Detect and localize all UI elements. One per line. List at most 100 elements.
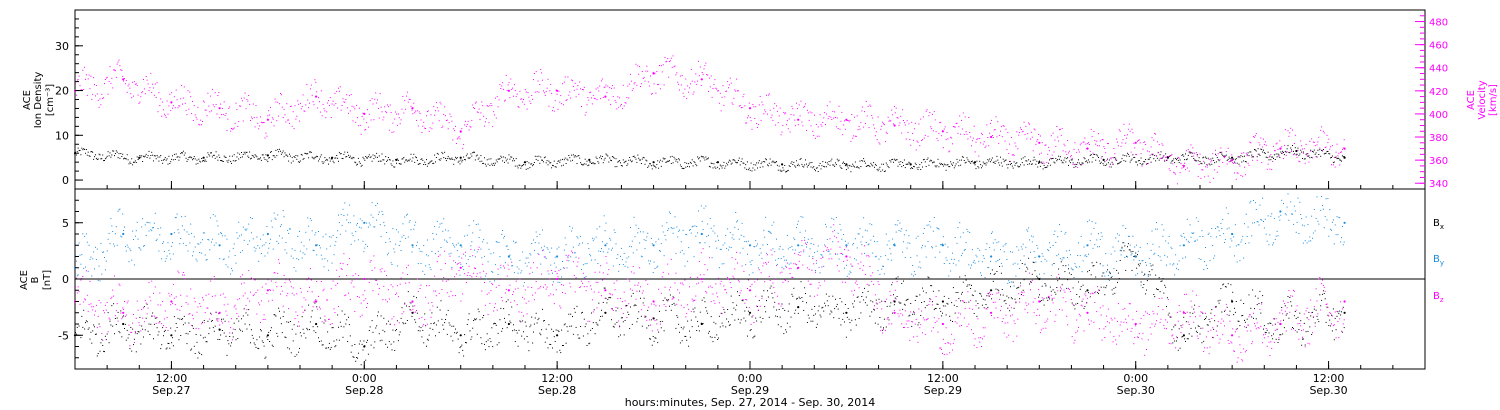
velocity-series-sample bbox=[1164, 159, 1166, 161]
density-series-sample bbox=[1095, 159, 1097, 161]
density-series-sample bbox=[1107, 158, 1108, 160]
velocity-series-sample bbox=[423, 121, 425, 123]
density-series-sample bbox=[721, 167, 723, 169]
by-series-sample bbox=[262, 234, 264, 236]
velocity-series-sample bbox=[1263, 138, 1264, 140]
bx-series-sample bbox=[623, 334, 625, 336]
density-series-sample bbox=[1162, 156, 1164, 158]
velocity-series-sample bbox=[744, 105, 746, 107]
density-series-sample bbox=[299, 161, 300, 163]
density-series-sample bbox=[583, 163, 585, 165]
density-series-sample bbox=[1212, 157, 1214, 159]
bx-series-sample bbox=[758, 300, 760, 301]
velocity-series-sample bbox=[111, 77, 113, 79]
by-series-sample bbox=[484, 255, 485, 257]
density-series-sample bbox=[311, 156, 313, 158]
by-series-sample bbox=[157, 228, 159, 229]
velocity-series-sample bbox=[992, 137, 994, 138]
bx-series-sample bbox=[541, 329, 543, 331]
by-series-sample bbox=[480, 248, 482, 250]
density-series-sample bbox=[1184, 159, 1186, 161]
velocity-series-sample bbox=[603, 86, 605, 88]
density-series-sample bbox=[117, 157, 119, 159]
bx-series-sample bbox=[601, 315, 603, 317]
bx-series-sample bbox=[195, 334, 197, 335]
by-series-sample bbox=[484, 275, 486, 277]
density-series-sample bbox=[306, 153, 308, 155]
bx-series-sample bbox=[328, 342, 330, 344]
bx-series-sample bbox=[610, 297, 612, 299]
bx-series-sample bbox=[182, 318, 183, 320]
density-series-sample bbox=[221, 160, 223, 162]
density-series-sample bbox=[672, 162, 674, 164]
by-series-point bbox=[604, 244, 607, 247]
by-series-sample bbox=[535, 231, 537, 233]
density-series-sample bbox=[806, 163, 807, 165]
by-series-sample bbox=[698, 242, 700, 244]
density-series-sample bbox=[429, 161, 431, 163]
velocity-series-sample bbox=[636, 84, 638, 86]
density-series-sample bbox=[570, 160, 572, 162]
bx-series-sample bbox=[839, 298, 841, 299]
velocity-series-sample bbox=[828, 115, 830, 117]
bx-series-sample bbox=[496, 344, 498, 346]
density-series-sample bbox=[961, 156, 963, 158]
velocity-series-sample bbox=[1254, 135, 1256, 137]
bx-series-sample bbox=[843, 312, 845, 314]
by-series-sample bbox=[305, 231, 307, 233]
velocity-series-sample bbox=[678, 83, 680, 85]
velocity-series-point bbox=[748, 107, 752, 110]
velocity-series-sample bbox=[1180, 163, 1182, 165]
density-series-sample bbox=[747, 169, 749, 171]
velocity-series-sample bbox=[1227, 147, 1229, 149]
by-series-sample bbox=[498, 241, 500, 243]
density-series-sample bbox=[918, 166, 920, 168]
density-series-sample bbox=[736, 162, 738, 164]
velocity-series-sample bbox=[416, 119, 417, 121]
bx-series-sample bbox=[767, 296, 769, 298]
velocity-series-sample bbox=[855, 135, 857, 137]
bx-series-sample bbox=[348, 324, 350, 326]
by-series-sample bbox=[454, 246, 456, 248]
bx-series-sample bbox=[662, 300, 664, 302]
bx-series-sample bbox=[444, 322, 446, 324]
density-series-sample bbox=[786, 171, 787, 173]
by-series-sample bbox=[426, 239, 428, 241]
by-series-sample bbox=[200, 242, 202, 244]
bx-series-sample bbox=[400, 317, 402, 319]
velocity-series-sample bbox=[698, 60, 699, 62]
bx-series-sample bbox=[372, 331, 374, 333]
bx-series-sample bbox=[1028, 257, 1030, 259]
velocity-series-sample bbox=[256, 116, 258, 118]
velocity-series-sample bbox=[1293, 143, 1295, 144]
density-series-sample bbox=[154, 155, 156, 157]
density-series-sample bbox=[462, 159, 464, 161]
density-series-sample bbox=[468, 157, 470, 159]
bx-series-sample bbox=[1198, 326, 1200, 327]
velocity-series-sample bbox=[153, 94, 155, 96]
density-series-sample bbox=[993, 161, 995, 163]
velocity-series-sample bbox=[1291, 151, 1293, 152]
velocity-series-sample bbox=[620, 104, 622, 105]
velocity-series-sample bbox=[464, 124, 466, 126]
density-series-sample bbox=[1195, 159, 1196, 161]
density-series-sample bbox=[763, 161, 765, 162]
bx-series-sample bbox=[881, 300, 883, 302]
velocity-series-sample bbox=[95, 95, 96, 97]
velocity-series-sample bbox=[601, 78, 603, 80]
by-series-point bbox=[218, 244, 221, 247]
velocity-series-sample bbox=[124, 83, 126, 85]
density-series-sample bbox=[776, 161, 777, 163]
bx-series-sample bbox=[1149, 274, 1151, 276]
bx-series-sample bbox=[1234, 311, 1236, 313]
density-series-sample bbox=[891, 159, 893, 161]
by-series-sample bbox=[423, 245, 425, 246]
velocity-series-sample bbox=[771, 114, 773, 116]
velocity-series-sample bbox=[126, 91, 128, 93]
velocity-series-sample bbox=[1326, 134, 1328, 136]
by-series-sample bbox=[416, 245, 417, 247]
velocity-series-sample bbox=[908, 123, 910, 125]
density-series-sample bbox=[860, 166, 862, 167]
velocity-series-sample bbox=[334, 92, 336, 94]
bx-series-sample bbox=[527, 341, 529, 343]
